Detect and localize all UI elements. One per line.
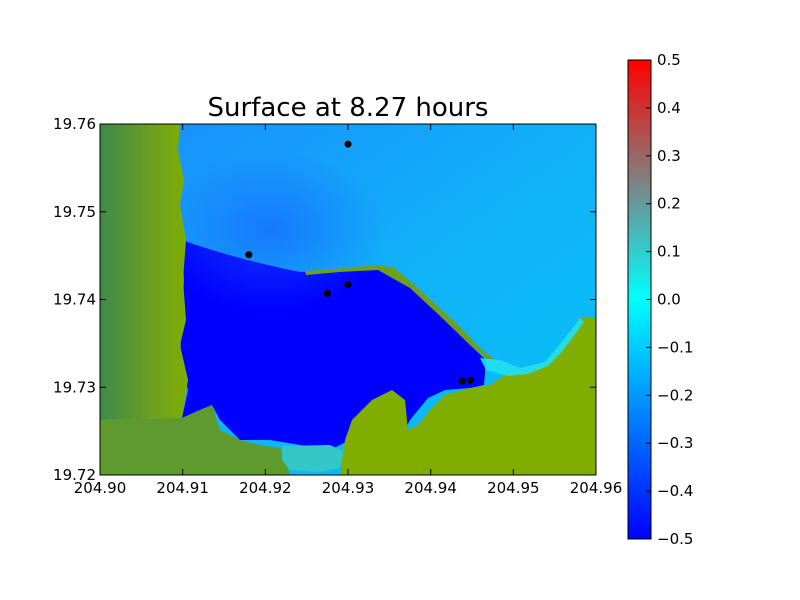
x-tick-label: 204.93	[322, 479, 375, 497]
colorbar-tick-label: −0.1	[657, 338, 693, 356]
bay-glow	[180, 150, 440, 330]
colorbar-tick-label: 0.0	[657, 291, 681, 309]
x-tick-label: 204.96	[570, 479, 623, 497]
land-west-lower	[100, 405, 290, 475]
shore-cyan	[480, 318, 584, 376]
y-tick-label: 19.73	[53, 378, 96, 396]
y-tick-label: 19.72	[53, 466, 96, 484]
land-west	[100, 124, 188, 420]
gauge-point	[458, 377, 466, 385]
x-tick-label: 204.94	[404, 479, 457, 497]
colorbar-tick-label: 0.4	[657, 99, 681, 117]
chart-title: Surface at 8.27 hours	[208, 93, 489, 123]
colorbar-tick-label: −0.4	[657, 482, 693, 500]
gauge-point	[344, 140, 352, 148]
y-tick-label: 19.75	[53, 203, 96, 221]
colorbar-tick-label: 0.3	[657, 147, 681, 165]
gauge-point	[344, 281, 352, 289]
x-tick-label: 204.91	[156, 479, 209, 497]
y-tick-label: 19.74	[53, 291, 96, 309]
surface-map	[100, 124, 596, 475]
colorbar-tick-label: −0.3	[657, 434, 693, 452]
y-tick-label: 19.76	[53, 115, 96, 133]
colorbar-tick-label: −0.5	[657, 530, 693, 548]
colorbar-tick-label: −0.2	[657, 386, 693, 404]
colorbar-tick-label: 0.1	[657, 243, 681, 261]
gauge-point	[323, 289, 331, 297]
land-south	[340, 318, 596, 475]
gauge-point	[245, 251, 253, 259]
x-tick-label: 204.95	[487, 479, 540, 497]
shallow-patch	[282, 445, 345, 472]
colorbar-tick-label: 0.2	[657, 195, 681, 213]
colorbar-tick-label: 0.5	[657, 51, 681, 69]
gauge-point	[466, 376, 474, 384]
x-tick-label: 204.92	[239, 479, 292, 497]
x-tick-label: 204.90	[74, 479, 127, 497]
